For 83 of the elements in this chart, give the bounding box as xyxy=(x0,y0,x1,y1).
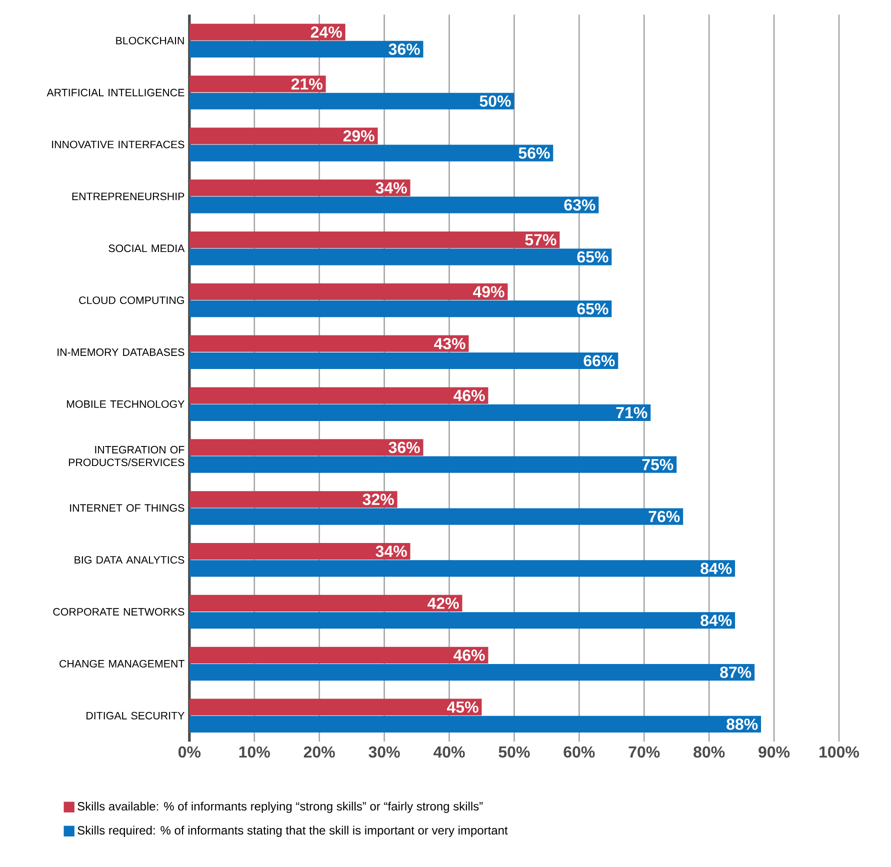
y-tick-label: IN-MEMORY DATABASES xyxy=(58,348,184,356)
data-label: 75% xyxy=(642,458,674,470)
y-tick-label: CORPORATE NETWORKS xyxy=(53,608,184,616)
legend-label: Skills available: % of informants replying “strong skills” or “fairly strong skills” xyxy=(78,802,483,813)
data-label: 21% xyxy=(291,78,322,90)
bar xyxy=(189,664,755,681)
x-tick-label: 40% xyxy=(433,746,465,758)
data-label: 49% xyxy=(472,286,504,298)
data-label: 46% xyxy=(453,390,485,402)
y-tick-label: DITIGAL SECURITY xyxy=(86,712,184,720)
x-tick-label: 10% xyxy=(239,746,270,758)
bar xyxy=(189,76,326,92)
y-tick-label: INTEGRATION OF PRODUCTS/SERVICES xyxy=(68,446,184,466)
bar xyxy=(189,594,462,612)
x-tick-label: 80% xyxy=(694,746,725,758)
y-tick-label: BLOCKCHAIN xyxy=(116,36,184,44)
y-tick-label: ENTREPRENEURSHIP xyxy=(72,192,184,200)
data-label: 24% xyxy=(310,26,342,38)
bar xyxy=(189,92,514,110)
y-tick-label: BIG DATA ANALYTICS xyxy=(74,556,184,564)
data-label: 45% xyxy=(447,701,478,713)
data-label: 46% xyxy=(453,650,485,661)
y-tick-label: CLOUD COMPUTING xyxy=(79,296,184,304)
y-tick-label: ARTIFICIAL INTELLIGENCE xyxy=(46,88,184,96)
y-tick-label: INTERNET OF THINGS xyxy=(70,504,184,512)
data-label: 43% xyxy=(434,338,466,350)
data-label: 76% xyxy=(648,510,680,522)
bar xyxy=(189,144,554,162)
bar xyxy=(189,439,424,456)
bar xyxy=(189,283,508,300)
bar xyxy=(189,300,612,318)
bar xyxy=(189,387,488,404)
bar xyxy=(189,248,612,266)
y-tick-label: INNOVATIVE INTERFACES xyxy=(52,140,184,148)
data-label: 87% xyxy=(720,666,752,678)
data-label: 42% xyxy=(428,598,459,609)
data-label: 36% xyxy=(388,442,420,454)
data-label: 88% xyxy=(726,718,758,730)
bar xyxy=(189,508,684,525)
x-tick-label: 20% xyxy=(304,746,335,758)
bar xyxy=(189,40,424,58)
bar xyxy=(189,716,762,733)
x-tick-label: 90% xyxy=(758,746,790,758)
x-tick-label: 30% xyxy=(368,746,400,758)
data-label: 34% xyxy=(376,546,407,557)
bar xyxy=(189,404,651,421)
data-label: 29% xyxy=(343,130,374,142)
data-label: 66% xyxy=(584,355,615,366)
y-tick-label: CHANGE MANAGEMENT xyxy=(60,660,184,668)
bar xyxy=(189,612,736,629)
x-tick-label: 100% xyxy=(820,746,860,758)
data-label: 84% xyxy=(700,562,732,574)
data-label: 50% xyxy=(480,95,511,107)
bar xyxy=(189,646,488,664)
bar xyxy=(189,543,410,560)
data-label: 34% xyxy=(376,182,407,194)
bar xyxy=(189,560,736,577)
data-label: 57% xyxy=(525,234,556,246)
data-label: 36% xyxy=(388,44,420,55)
data-label: 56% xyxy=(518,147,550,159)
data-label: 71% xyxy=(616,407,648,418)
bar xyxy=(189,196,599,214)
bar xyxy=(189,698,482,716)
bar xyxy=(189,335,469,352)
data-label: 65% xyxy=(577,251,608,263)
bar xyxy=(189,491,398,508)
bar xyxy=(189,231,560,248)
data-label: 84% xyxy=(700,614,732,626)
y-tick-label: SOCIAL MEDIA xyxy=(108,244,185,252)
bar xyxy=(189,180,410,196)
data-label: 65% xyxy=(577,303,608,314)
bar xyxy=(189,352,618,370)
x-tick-label: 60% xyxy=(564,746,595,758)
x-tick-label: 0% xyxy=(178,746,201,758)
bar xyxy=(189,128,378,144)
x-tick-label: 50% xyxy=(498,746,530,758)
data-label: 63% xyxy=(564,199,596,211)
bar xyxy=(189,24,346,40)
legend-label: Skills required: % of informants stating that the skill is important or very important xyxy=(78,826,508,837)
bar xyxy=(189,456,677,473)
x-tick-label: 70% xyxy=(628,746,660,758)
y-tick-label: MOBILE TECHNOLOGY xyxy=(66,400,184,408)
data-label: 32% xyxy=(362,494,394,506)
